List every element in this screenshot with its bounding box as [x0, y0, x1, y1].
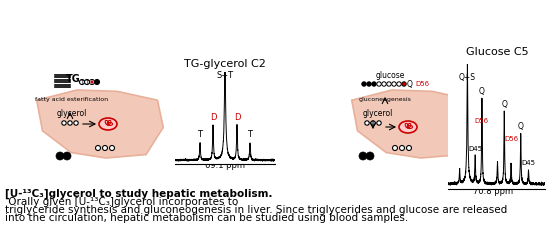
Text: glucose: glucose [375, 71, 405, 79]
Text: 70.8 ppm: 70.8 ppm [473, 188, 513, 197]
Text: triglyceride synthesis and gluconeogenesis in liver. Since triglycerides and glu: triglyceride synthesis and gluconeogenes… [5, 205, 507, 215]
Text: Q: Q [407, 79, 413, 89]
Ellipse shape [399, 121, 417, 133]
Text: Q: Q [479, 87, 485, 96]
Ellipse shape [99, 118, 117, 130]
Circle shape [406, 146, 411, 151]
Circle shape [63, 152, 71, 160]
Text: [U-¹³C₃]glycerol to study hepatic metabolism.: [U-¹³C₃]glycerol to study hepatic metabo… [5, 189, 272, 199]
Circle shape [62, 121, 66, 125]
Text: D56: D56 [475, 118, 488, 124]
Text: TG: TG [65, 74, 80, 84]
Text: fatty acid esterification: fatty acid esterification [35, 96, 108, 101]
Circle shape [85, 79, 90, 84]
Circle shape [74, 121, 78, 125]
Text: Q+S: Q+S [459, 73, 476, 82]
Text: D45: D45 [468, 146, 482, 152]
Text: S+T: S+T [217, 71, 234, 80]
Circle shape [371, 121, 375, 125]
Text: into the circulation, hepatic metabolism can be studied using blood samples.: into the circulation, hepatic metabolism… [5, 213, 408, 223]
Text: T: T [85, 79, 89, 84]
Text: D: D [234, 113, 240, 122]
Circle shape [68, 121, 72, 125]
Circle shape [362, 82, 366, 86]
Circle shape [402, 82, 406, 86]
Text: T: T [80, 79, 84, 84]
Text: gluconeogenesis: gluconeogenesis [359, 96, 411, 101]
Text: D: D [210, 113, 216, 122]
Circle shape [90, 79, 95, 84]
Circle shape [393, 146, 398, 151]
Circle shape [377, 121, 381, 125]
Circle shape [80, 79, 85, 84]
Circle shape [397, 82, 401, 86]
Circle shape [102, 146, 107, 151]
Circle shape [367, 82, 371, 86]
Circle shape [365, 121, 369, 125]
Text: Orally given [U-¹³C₃]glycerol incorporates to: Orally given [U-¹³C₃]glycerol incorporat… [5, 197, 238, 207]
Circle shape [372, 82, 376, 86]
Circle shape [366, 152, 374, 160]
Circle shape [377, 82, 381, 86]
Circle shape [387, 82, 391, 86]
Circle shape [392, 82, 396, 86]
Text: D: D [90, 79, 94, 84]
Polygon shape [352, 90, 478, 158]
Text: Glucose C5: Glucose C5 [466, 47, 529, 57]
Circle shape [359, 152, 367, 160]
Text: D45: D45 [521, 160, 536, 166]
Circle shape [96, 146, 101, 151]
Text: D56: D56 [415, 81, 429, 87]
Text: D56: D56 [504, 136, 519, 142]
Text: glycerol: glycerol [363, 109, 393, 118]
Text: glycerol: glycerol [57, 109, 87, 118]
Circle shape [95, 79, 100, 84]
Text: Q: Q [518, 122, 524, 131]
Text: T: T [248, 131, 252, 139]
Text: T: T [197, 131, 202, 139]
Circle shape [399, 146, 404, 151]
Circle shape [56, 152, 64, 160]
Text: TG-glycerol C2: TG-glycerol C2 [184, 59, 266, 69]
Text: 69.1 ppm: 69.1 ppm [205, 161, 245, 170]
Polygon shape [37, 90, 163, 158]
Text: Q: Q [501, 100, 507, 109]
Circle shape [109, 146, 114, 151]
Circle shape [382, 82, 386, 86]
